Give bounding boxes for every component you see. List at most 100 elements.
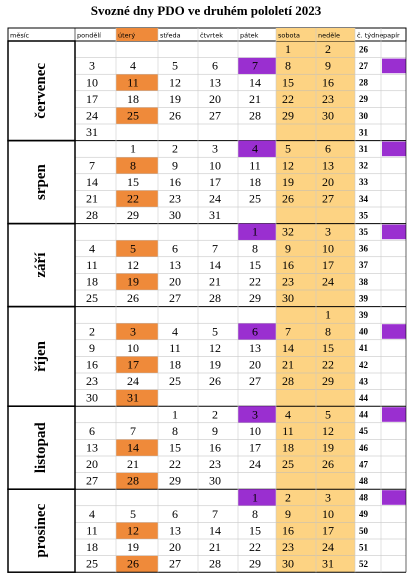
day-number: 25 — [86, 291, 98, 305]
day-number: 12 — [282, 158, 294, 172]
day-number: 15 — [249, 523, 261, 537]
day-number: 9 — [325, 59, 331, 73]
day-number: 21 — [86, 191, 98, 205]
pickup-cell — [238, 223, 276, 241]
day-number: 20 — [86, 457, 98, 471]
day-number: 19 — [322, 440, 334, 454]
day-number: 12 — [169, 75, 181, 89]
day-number: 9 — [285, 241, 291, 255]
day-number: 8 — [325, 324, 331, 338]
day-number: 22 — [127, 191, 139, 205]
day-number: 28 — [209, 557, 221, 571]
day-number: 27 — [209, 108, 221, 122]
day-number: 3 — [89, 59, 95, 73]
week-number: 44 — [359, 393, 369, 403]
pickup-cell — [116, 240, 158, 257]
day-number: 18 — [249, 175, 261, 189]
day-number: 13 — [86, 440, 98, 454]
day-number: 28 — [86, 208, 98, 222]
day-number: 31 — [127, 391, 139, 405]
title: Svozné dny PDO ve druhém pololetí 2023 — [91, 3, 322, 18]
week-number: 52 — [359, 559, 369, 569]
pickup-cell — [116, 323, 158, 340]
week-number: 41 — [359, 343, 369, 353]
day-number: 8 — [130, 158, 136, 172]
day-number: 17 — [322, 258, 334, 272]
day-number: 29 — [282, 108, 294, 122]
paper-cell — [382, 490, 406, 505]
day-number: 18 — [86, 274, 98, 288]
day-number: 9 — [89, 341, 95, 355]
day-number: 22 — [282, 92, 294, 106]
week-number: 40 — [359, 327, 369, 337]
day-number: 14 — [249, 75, 261, 89]
day-number: 25 — [86, 557, 98, 571]
day-number: 18 — [282, 440, 294, 454]
day-number: 5 — [212, 324, 218, 338]
day-number: 6 — [172, 507, 178, 521]
week-number: 51 — [359, 542, 369, 552]
day-number: 17 — [322, 523, 334, 537]
header-cell: č. týdne — [357, 32, 383, 40]
day-number: 5 — [130, 507, 136, 521]
pickup-cell — [116, 522, 158, 539]
day-number: 25 — [127, 108, 139, 122]
day-number: 26 — [322, 457, 334, 471]
day-number: 30 — [282, 557, 294, 571]
week-number: 48 — [359, 493, 369, 503]
day-number: 24 — [249, 457, 261, 471]
day-number: 19 — [127, 540, 139, 554]
day-number: 26 — [209, 374, 221, 388]
day-number: 20 — [169, 540, 181, 554]
day-number: 19 — [169, 92, 181, 106]
day-number: 5 — [130, 241, 136, 255]
day-number: 16 — [209, 440, 221, 454]
day-number: 12 — [127, 523, 139, 537]
day-number: 21 — [127, 457, 139, 471]
pickup-cell — [238, 140, 276, 158]
pickup-cell — [116, 439, 158, 456]
day-number: 27 — [169, 291, 181, 305]
day-number: 1 — [325, 308, 331, 322]
day-number: 28 — [249, 108, 261, 122]
day-number: 7 — [130, 424, 136, 438]
day-number: 17 — [209, 175, 221, 189]
day-number: 8 — [172, 424, 178, 438]
day-number: 10 — [322, 507, 334, 521]
week-number: 46 — [359, 443, 369, 453]
day-number: 4 — [252, 142, 258, 156]
day-number: 13 — [209, 75, 221, 89]
day-number: 22 — [169, 457, 181, 471]
day-number: 20 — [322, 175, 334, 189]
day-number: 8 — [252, 241, 258, 255]
day-number: 7 — [252, 59, 258, 73]
day-number: 27 — [322, 191, 334, 205]
day-number: 16 — [322, 75, 334, 89]
day-number: 27 — [249, 374, 261, 388]
week-number: 26 — [359, 44, 369, 54]
day-number: 14 — [209, 258, 221, 272]
day-number: 24 — [86, 108, 98, 122]
day-number: 19 — [127, 274, 139, 288]
day-number: 31 — [209, 208, 221, 222]
week-number: 42 — [359, 360, 369, 370]
day-number: 28 — [209, 291, 221, 305]
day-number: 25 — [249, 191, 261, 205]
day-number: 12 — [322, 424, 334, 438]
day-number: 22 — [322, 357, 334, 371]
week-number: 32 — [359, 161, 369, 171]
header-highlight — [276, 28, 316, 41]
day-number: 1 — [172, 407, 178, 421]
day-number: 24 — [127, 374, 139, 388]
day-number: 14 — [282, 341, 294, 355]
day-number: 23 — [209, 457, 221, 471]
day-number: 8 — [285, 59, 291, 73]
week-number: 43 — [359, 376, 369, 386]
day-number: 11 — [249, 158, 261, 172]
day-number: 16 — [169, 175, 181, 189]
day-number: 3 — [130, 324, 136, 338]
week-number: 31 — [359, 144, 369, 154]
day-number: 29 — [249, 557, 261, 571]
day-number: 3 — [325, 490, 331, 504]
day-number: 23 — [282, 274, 294, 288]
